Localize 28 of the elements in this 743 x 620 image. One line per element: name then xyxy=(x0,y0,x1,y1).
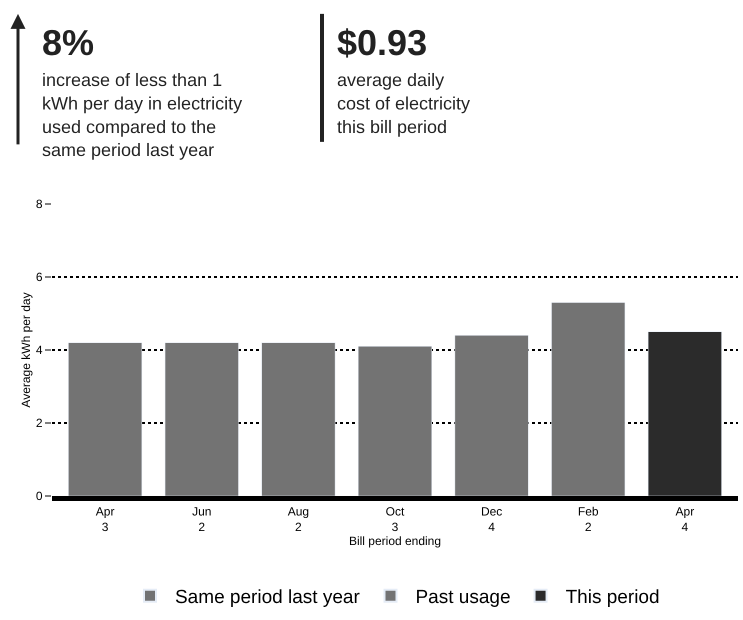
bar xyxy=(454,335,529,496)
x-axis-title: Bill period ending xyxy=(348,534,442,548)
text: increase of less than 1 kWh per day in electricity used compared to the same period last year xyxy=(42,70,242,160)
bar xyxy=(261,342,336,496)
bar xyxy=(164,342,239,496)
legend-label: Same period last year xyxy=(175,587,360,608)
x-tick-label: Dec 4 xyxy=(480,504,502,534)
x-tick-label: Apr 3 xyxy=(96,504,114,534)
y-tick-label: 4 xyxy=(36,343,43,358)
legend-label: This period xyxy=(566,587,660,608)
bar xyxy=(68,342,142,496)
text: average daily cost of electricity this bill period xyxy=(337,70,470,137)
bar xyxy=(648,332,722,496)
x-tick-label: Apr 4 xyxy=(676,504,694,534)
legend-label: Past usage xyxy=(415,587,511,608)
x-tick-label: Feb 2 xyxy=(578,504,599,534)
text: $0.93 xyxy=(337,22,428,63)
y-axis-title: Average kWh per day xyxy=(19,292,34,408)
bar xyxy=(358,346,432,496)
x-tick-label: Oct 3 xyxy=(386,504,405,534)
y-tick-label: 0 xyxy=(36,489,43,504)
x-tick-label: Aug 2 xyxy=(288,504,310,534)
y-tick-label: 2 xyxy=(36,416,43,430)
y-tick-label: 6 xyxy=(36,270,43,284)
y-tick-label: 8 xyxy=(36,197,43,212)
text: 8% xyxy=(42,22,94,63)
x-tick-label: Jun 2 xyxy=(192,504,212,534)
bar xyxy=(551,302,626,496)
